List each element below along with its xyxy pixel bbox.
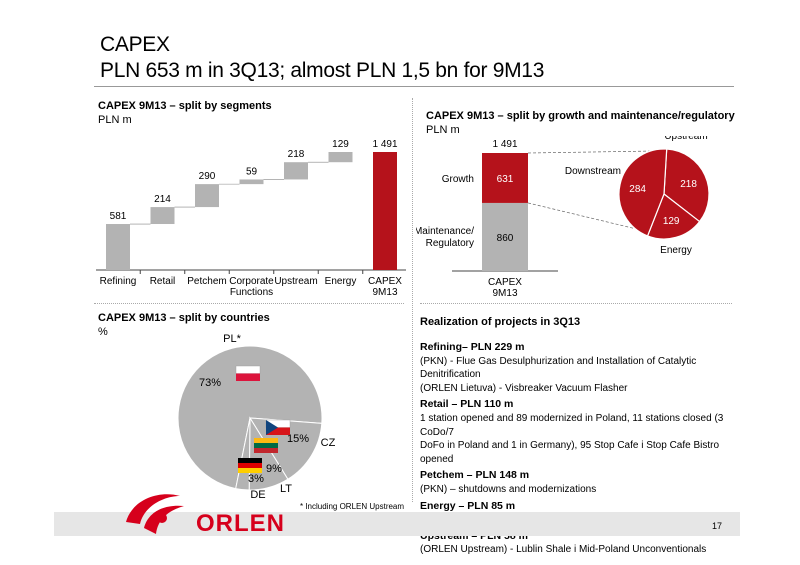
country-flag-icon — [235, 365, 261, 381]
waterfall-category-label: Functions — [230, 287, 273, 298]
flag-stripe — [238, 458, 262, 463]
title-divider — [94, 86, 734, 87]
growth-series-name: Maintenance/ — [416, 226, 474, 237]
vertical-divider — [412, 98, 414, 502]
growth-series-name: Regulatory — [426, 238, 474, 249]
countries-pie-chart: PL* 73% CZ 15% LT 9% DE 3% — [177, 333, 336, 501]
realization-item-line: (PKN) – shutdowns and modernizations — [420, 483, 597, 495]
countries-chart-title: CAPEX 9M13 – split by countries — [98, 312, 270, 324]
growth-pie-category-label: Upstream — [664, 136, 707, 142]
realization-item-line: (ORLEN Lietuva) - Visbreaker Vacuum Flas… — [420, 382, 628, 394]
growth-stack-value-label: 860 — [497, 233, 514, 244]
waterfall-value-label: 581 — [110, 211, 127, 222]
growth-category-label: CAPEX — [488, 277, 522, 288]
footer-band — [54, 512, 740, 536]
title-line-1: CAPEX — [100, 33, 170, 56]
waterfall-value-label: 218 — [288, 149, 305, 160]
waterfall-category-label: 9M13 — [372, 287, 397, 298]
waterfall-category-label: Energy — [325, 276, 357, 287]
waterfall-bar — [239, 179, 264, 185]
waterfall-category-label: Corporate — [229, 276, 274, 287]
flag-stripe — [238, 463, 262, 468]
realization-item-head: Petchem – PLN 148 m — [420, 469, 530, 482]
growth-stack-value-label: 631 — [497, 174, 514, 185]
segments-chart-title: CAPEX 9M13 – split by segments — [98, 100, 272, 112]
title-line-2: PLN 653 m in 3Q13; almost PLN 1,5 bn for… — [100, 59, 545, 82]
country-flag-icon — [238, 458, 262, 473]
growth-stack-segment — [482, 153, 528, 203]
flag-stripe — [254, 443, 278, 448]
country-name-label: CZ — [321, 437, 336, 449]
waterfall-bar — [150, 207, 175, 225]
waterfall-category-label: Refining — [100, 276, 137, 287]
countries-footnote: * Including ORLEN Upstream — [300, 502, 405, 511]
waterfall-category-label: Retail — [150, 276, 176, 287]
realization-item-line: (ORLEN Upstream) - Lublin Shale i Mid-Po… — [420, 544, 707, 556]
flag-stripe — [236, 373, 260, 381]
country-name-label: LT — [280, 483, 292, 495]
waterfall-bar — [195, 184, 219, 208]
country-value-label: 73% — [199, 377, 221, 389]
waterfall-category-label: CAPEX — [368, 276, 402, 287]
realization-item-line: DoFo in Poland and 1 in Germany), 95 Sto… — [420, 440, 720, 465]
country-value-label: 3% — [248, 473, 264, 485]
slide-title: CAPEX PLN 653 m in 3Q13; almost PLN 1,5 … — [100, 32, 544, 84]
horizontal-divider-left — [94, 303, 404, 305]
growth-category-label: 9M13 — [492, 288, 517, 299]
waterfall-bar — [106, 224, 130, 270]
country-flag-icon — [265, 419, 291, 435]
waterfall-category-label: Upstream — [274, 276, 317, 287]
flag-stripe — [266, 427, 290, 435]
realization-item-head: Energy – PLN 85 m — [420, 499, 516, 512]
realization-title: Realization of projects in 3Q13 — [420, 316, 581, 328]
segments-chart-unit: PLN m — [98, 114, 132, 126]
growth-total-label: 1 491 — [492, 139, 517, 150]
waterfall-value-label: 129 — [332, 139, 349, 150]
growth-pie-slice — [646, 193, 701, 240]
pie-connector-line — [527, 150, 657, 154]
growth-stack-segment — [482, 202, 528, 271]
waterfall-bar — [328, 152, 353, 163]
growth-pie-value-label: 284 — [629, 184, 646, 195]
country-flag-icon — [254, 438, 278, 453]
growth-pie-slice — [663, 148, 710, 223]
growth-chart-title: CAPEX 9M13 – split by growth and mainten… — [426, 110, 735, 122]
realization-item-head: Retail – PLN 110 m — [420, 398, 514, 411]
flag-stripe — [254, 448, 278, 453]
page-number: 17 — [711, 521, 722, 531]
growth-maintenance-chart: 860 Maintenance/Regulatory 631 Growth 1 491 C… — [416, 136, 710, 299]
country-value-label: 15% — [287, 433, 309, 445]
waterfall-category-label: Petchem — [187, 276, 226, 287]
realization-item-head: Refining– PLN 229 m — [420, 341, 525, 353]
growth-pie-category-label: Energy — [660, 245, 692, 256]
realization-item-line: (PKN) - Flue Gas Desulphurization and In… — [420, 355, 697, 381]
countries-chart-unit: % — [98, 326, 108, 338]
waterfall-value-label: 214 — [154, 194, 171, 205]
country-value-label: 9% — [266, 463, 282, 475]
waterfall-value-label: 1 491 — [372, 139, 397, 150]
growth-pie-category-label: Downstream — [565, 166, 621, 177]
country-name-label: DE — [250, 489, 265, 501]
growth-pie-slice — [618, 148, 668, 237]
realization-item-line: 1 station opened and 89 modernized in Po… — [420, 412, 724, 438]
growth-pie-value-label: 129 — [663, 216, 680, 227]
flag-stripe — [254, 438, 278, 443]
orlen-eagle-logo-icon — [126, 494, 184, 534]
flag-triangle — [266, 420, 278, 435]
waterfall-bar — [284, 162, 308, 180]
waterfall-value-label: 59 — [246, 166, 258, 177]
segments-waterfall-chart: 581 Refining 214 Retail 290 Petchem 59 Corporat… — [96, 139, 406, 298]
growth-series-name: Growth — [442, 174, 474, 185]
horizontal-divider-right — [420, 303, 732, 305]
country-name-label: PL* — [223, 333, 241, 345]
growth-pie-value-label: 218 — [680, 179, 697, 190]
flag-stripe — [235, 365, 261, 374]
waterfall-value-label: 290 — [199, 171, 216, 182]
waterfall-bar — [373, 152, 397, 270]
flag-stripe — [238, 468, 262, 473]
growth-chart-unit: PLN m — [426, 124, 460, 136]
orlen-logo-text: ORLEN — [196, 510, 285, 537]
